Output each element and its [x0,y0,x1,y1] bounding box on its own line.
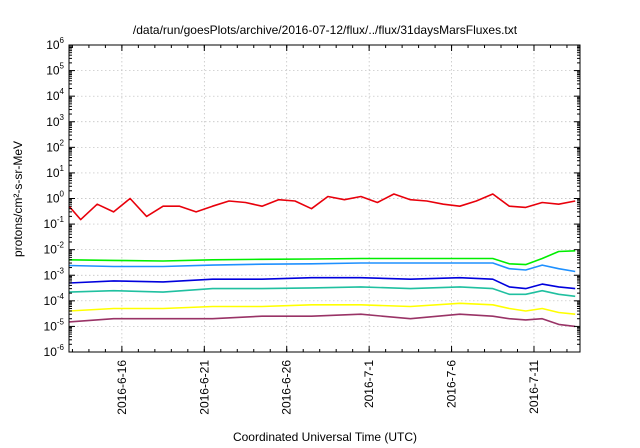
series-line-4 [68,276,576,290]
y-tick-label: 101 [46,164,64,180]
y-tick-label: 103 [46,113,64,129]
y-axis-title: protons/cm²-s-sr-MeV [11,141,25,257]
series-line-5 [68,286,576,298]
y-tick-labels: 10-6 10-5 10-4 10-3 10-2 10-1 100 101 102 103 104 1… [44,36,65,359]
series-line-6 [68,302,576,315]
x-tick-labels: 2016-6-16 2016-6-21 2016-6-26 2016-7-1 2016-… [115,360,541,415]
y-tick-label: 105 [46,62,64,78]
x-tick-label: 2016-7-11 [527,360,541,414]
y-tick-label: 104 [46,87,64,103]
y-tick-label: 10-4 [44,292,65,308]
y-tick-label: 100 [46,190,64,206]
x-tick-label: 2016-6-26 [280,360,294,415]
chart-title: /data/run/goesPlots/archive/2016-07-12/f… [133,23,518,37]
series-line-1 [68,193,576,221]
y-tick-label: 10-2 [44,241,65,257]
y-tick-label: 10-3 [44,266,65,282]
y-tick-label: 106 [46,36,64,52]
grid [69,45,580,352]
x-axis-title: Coordinated Universal Time (UTC) [233,430,417,444]
series-line-3 [68,262,576,273]
x-tick-label: 2016-7-6 [445,360,459,408]
ticks [69,44,580,353]
y-tick-label: 102 [46,138,64,154]
x-tick-label: 2016-6-21 [197,360,211,415]
x-tick-label: 2016-7-1 [362,360,376,408]
series-group [68,193,576,328]
y-tick-label: 10-1 [44,215,65,231]
y-tick-label: 10-5 [44,317,65,333]
series-line-2 [68,250,576,266]
x-tick-label: 2016-6-16 [115,360,129,415]
series-line-7 [68,313,576,328]
y-tick-label: 10-6 [44,343,65,359]
